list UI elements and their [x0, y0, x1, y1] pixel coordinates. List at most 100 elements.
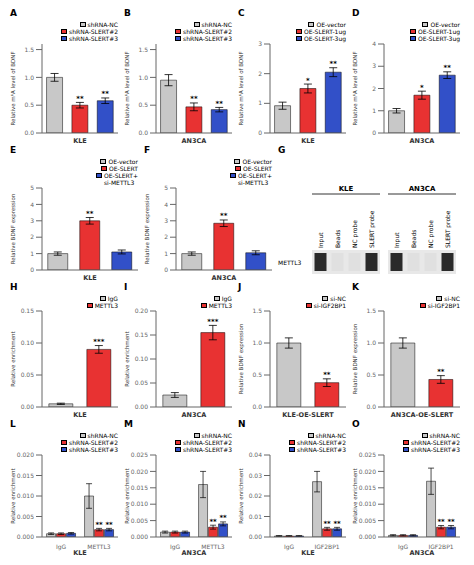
svg-text:0.10: 0.10	[21, 339, 35, 346]
svg-text:Relative enrichment: Relative enrichment	[10, 330, 16, 386]
svg-text:2: 2	[372, 85, 376, 92]
svg-text:**: **	[437, 518, 445, 526]
svg-text:AN3CA: AN3CA	[409, 185, 436, 193]
svg-text:1: 1	[258, 99, 262, 106]
svg-text:**: **	[437, 368, 445, 376]
svg-text:**: **	[330, 60, 338, 68]
svg-text:2: 2	[30, 233, 34, 240]
svg-text:Relative m⁶A level of BDNF: Relative m⁶A level of BDNF	[238, 51, 244, 125]
svg-text:**: **	[190, 95, 198, 103]
svg-text:METTL3: METTL3	[278, 259, 302, 266]
svg-text:5: 5	[164, 184, 168, 191]
svg-text:3: 3	[164, 217, 168, 224]
svg-text:0.005: 0.005	[359, 517, 376, 524]
svg-text:AN3CA-OE-SLERT: AN3CA-OE-SLERT	[391, 411, 454, 419]
svg-text:2: 2	[164, 233, 168, 240]
svg-text:0.5: 0.5	[252, 371, 262, 378]
svg-text:1: 1	[30, 250, 34, 257]
svg-text:0.00: 0.00	[135, 403, 149, 410]
svg-text:0.020: 0.020	[17, 451, 34, 458]
svg-text:0.02: 0.02	[249, 492, 263, 499]
svg-text:**: **	[86, 210, 94, 218]
svg-text:0: 0	[258, 129, 262, 136]
svg-text:4: 4	[30, 201, 34, 208]
svg-text:0.04: 0.04	[249, 451, 263, 458]
svg-text:0.0: 0.0	[366, 403, 376, 410]
svg-text:Relative enrichment: Relative enrichment	[352, 467, 358, 523]
svg-text:**: **	[209, 518, 217, 526]
svg-text:Relative BDNF expression: Relative BDNF expression	[238, 323, 245, 394]
svg-text:KLE-OE-SLERT: KLE-OE-SLERT	[282, 411, 334, 419]
svg-text:**: **	[333, 520, 341, 528]
svg-text:IgG: IgG	[398, 543, 409, 551]
svg-text:0.10: 0.10	[135, 355, 149, 362]
svg-text:0.05: 0.05	[135, 379, 149, 386]
svg-text:0.15: 0.15	[135, 331, 149, 338]
svg-text:0.015: 0.015	[359, 484, 376, 491]
svg-text:1.5: 1.5	[252, 307, 262, 314]
svg-text:**: **	[220, 212, 228, 220]
svg-text:**: **	[95, 521, 103, 529]
svg-text:0.020: 0.020	[359, 468, 376, 475]
svg-text:***: ***	[207, 318, 218, 326]
svg-text:0.15: 0.15	[21, 307, 35, 314]
svg-text:0.5: 0.5	[24, 101, 34, 108]
svg-text:Relative BDNF expression: Relative BDNF expression	[10, 193, 17, 264]
svg-text:0.20: 0.20	[135, 307, 149, 314]
svg-text:Input: Input	[317, 232, 325, 248]
svg-text:1.0: 1.0	[252, 339, 262, 346]
svg-text:0: 0	[164, 266, 168, 273]
svg-text:Relative m⁶A level of BDNF: Relative m⁶A level of BDNF	[124, 51, 130, 125]
svg-text:KLE: KLE	[83, 274, 97, 282]
svg-text:0.5: 0.5	[138, 101, 148, 108]
svg-text:IgG: IgG	[170, 543, 181, 551]
svg-text:KLE: KLE	[73, 137, 87, 145]
svg-text:IGF2BP1: IGF2BP1	[314, 543, 339, 550]
svg-text:Relative m⁶A level of BDNF: Relative m⁶A level of BDNF	[10, 51, 16, 125]
svg-text:0: 0	[372, 129, 376, 136]
svg-text:**: **	[323, 371, 331, 379]
svg-text:Relative BDNF expression: Relative BDNF expression	[144, 193, 151, 264]
svg-text:0.00: 0.00	[249, 533, 263, 540]
svg-text:Input: Input	[393, 232, 401, 248]
svg-text:Relative BDNF expression: Relative BDNF expression	[352, 323, 359, 394]
svg-text:1.5: 1.5	[138, 46, 148, 53]
svg-text:*: *	[420, 84, 424, 92]
svg-text:**: **	[444, 64, 452, 72]
svg-text:**: **	[219, 514, 227, 522]
svg-text:0.005: 0.005	[17, 513, 34, 520]
svg-text:**: **	[102, 90, 110, 98]
svg-text:AN3CA: AN3CA	[410, 137, 435, 145]
svg-text:AN3CA: AN3CA	[182, 137, 207, 145]
svg-text:1: 1	[372, 107, 376, 114]
svg-text:METTL3: METTL3	[87, 543, 111, 550]
svg-text:**: **	[76, 95, 84, 103]
svg-text:0.005: 0.005	[131, 517, 148, 524]
svg-text:SLERT probe: SLERT probe	[368, 210, 376, 248]
svg-text:3: 3	[30, 217, 34, 224]
svg-text:0.015: 0.015	[131, 484, 148, 491]
svg-text:1.0: 1.0	[366, 339, 376, 346]
svg-text:KLE: KLE	[339, 185, 354, 193]
svg-text:Relative enrichment: Relative enrichment	[10, 467, 16, 523]
svg-text:0.020: 0.020	[131, 468, 148, 475]
svg-text:IGF2BP1: IGF2BP1	[428, 543, 453, 550]
svg-text:0.000: 0.000	[17, 533, 34, 540]
svg-text:NC probe: NC probe	[427, 220, 435, 248]
svg-text:0.0: 0.0	[24, 129, 34, 136]
svg-text:0.000: 0.000	[359, 533, 376, 540]
svg-text:Relative enrichment: Relative enrichment	[124, 330, 130, 386]
svg-text:1.0: 1.0	[24, 74, 34, 81]
svg-text:SLERT probe: SLERT probe	[444, 210, 452, 248]
svg-text:2: 2	[258, 70, 262, 77]
svg-text:KLE: KLE	[73, 549, 87, 557]
svg-text:IgG: IgG	[284, 543, 295, 551]
svg-text:AN3CA: AN3CA	[212, 274, 237, 282]
svg-text:METTL3: METTL3	[201, 543, 225, 550]
svg-text:0.000: 0.000	[131, 533, 148, 540]
svg-text:0.025: 0.025	[131, 451, 148, 458]
svg-text:0.010: 0.010	[17, 492, 34, 499]
svg-text:0.01: 0.01	[249, 513, 263, 520]
svg-text:NC probe: NC probe	[351, 220, 359, 248]
svg-text:0.015: 0.015	[17, 472, 34, 479]
